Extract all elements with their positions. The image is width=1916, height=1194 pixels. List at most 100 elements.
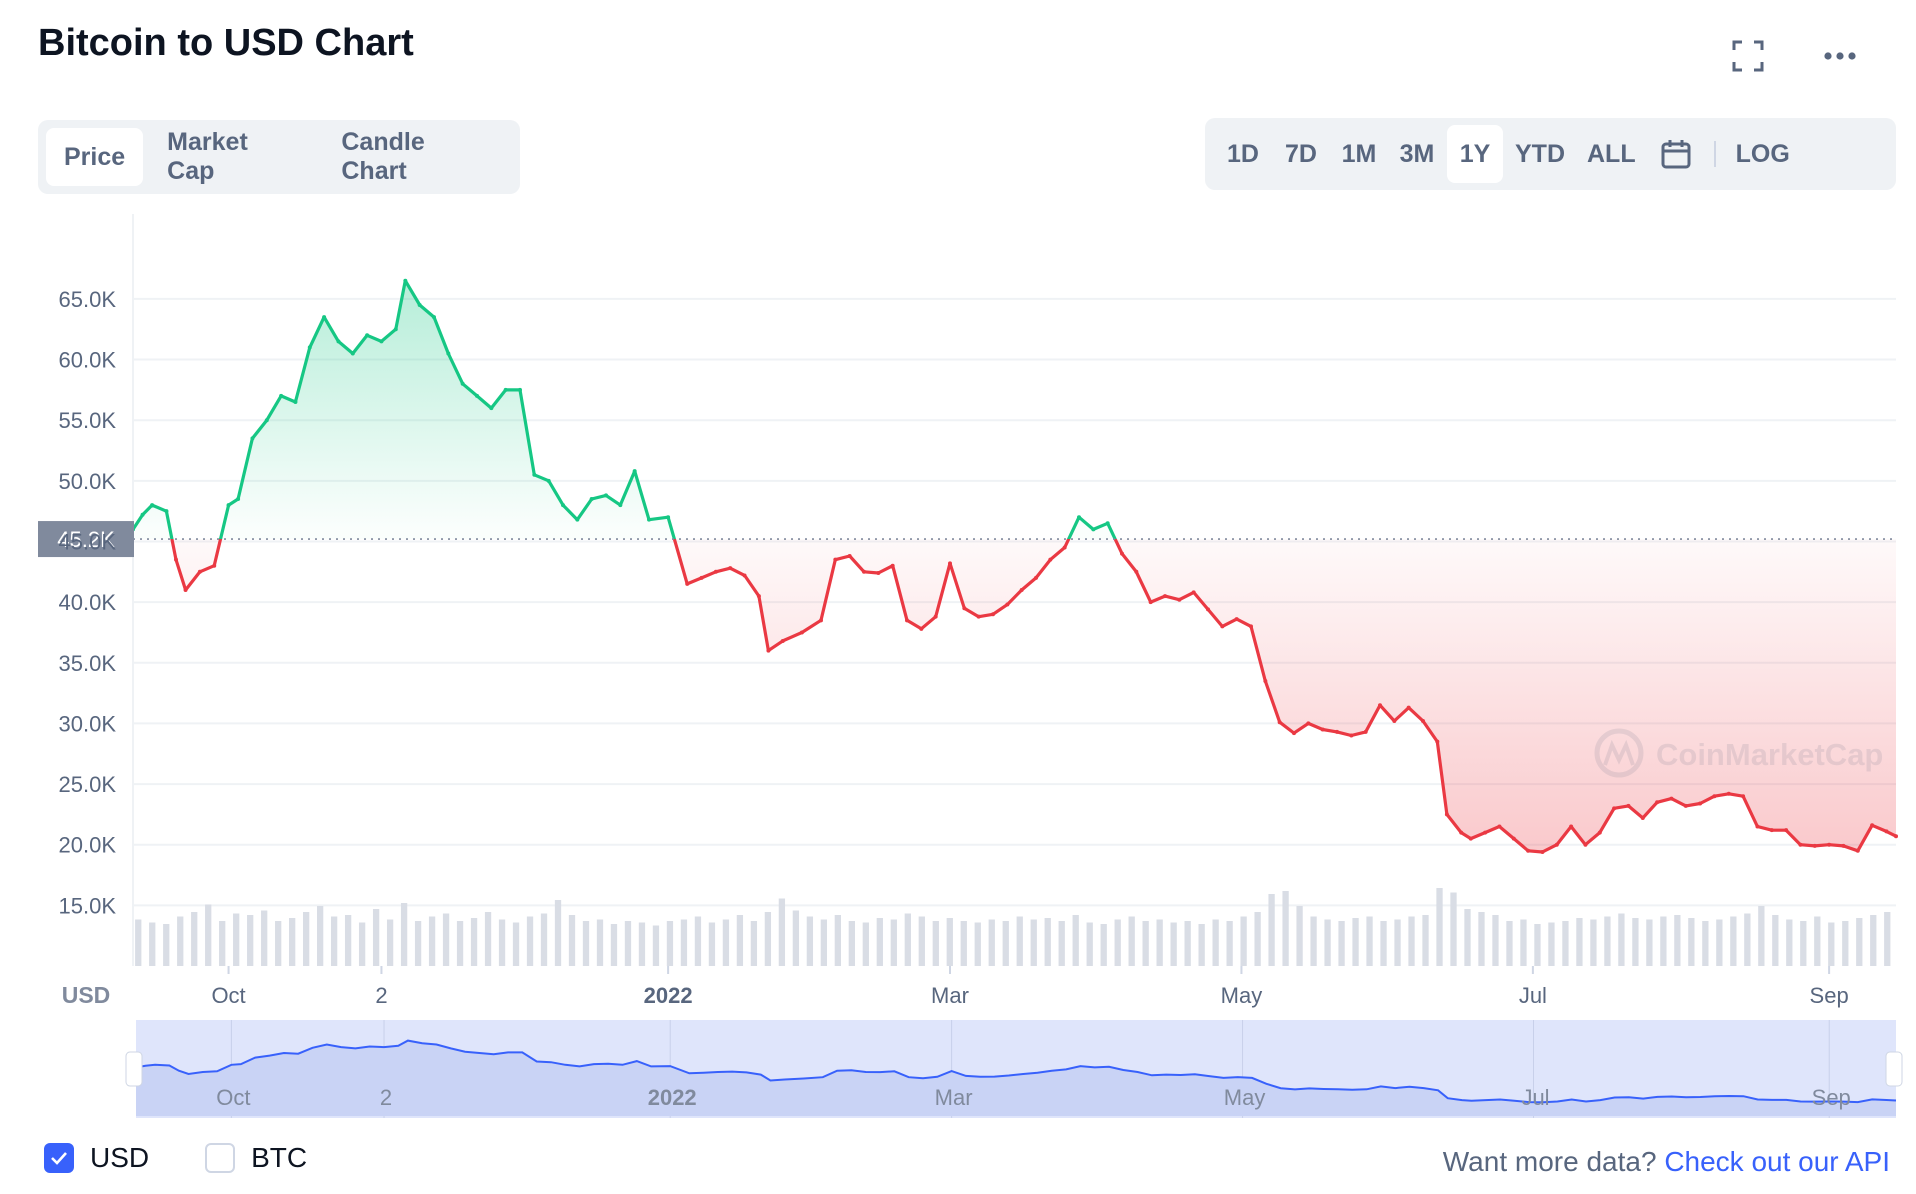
range-ytd[interactable]: YTD [1515,139,1565,168]
price-point [1263,678,1268,683]
volume-bar [1744,913,1751,966]
price-point [666,515,671,520]
price-point [1349,733,1354,738]
range-3m[interactable]: 3M [1399,139,1435,168]
range-navigator[interactable]: Oct 2 2022 Mar May Jul Sep [125,1020,1903,1118]
volume-bar [1492,915,1499,966]
range-all[interactable]: ALL [1587,139,1636,168]
volume-bar [456,921,464,966]
volume-bar [1618,913,1625,966]
price-point [1741,794,1746,799]
price-point [1511,836,1516,841]
price-point [183,588,188,592]
calendar-icon[interactable] [1648,125,1704,183]
price-point [1827,842,1832,847]
volume-bar [1128,916,1135,966]
price-point [1091,527,1096,532]
volume-bar [1030,919,1037,966]
price-point [1206,607,1210,612]
volume-bar [1436,888,1443,966]
price-point [365,333,370,338]
price-point [647,517,651,522]
volume-bar [484,912,492,966]
tab-candle-chart[interactable]: Candle Chart [341,128,425,185]
btc-label: BTC [251,1142,308,1173]
volume-bar [526,916,534,966]
more-icon[interactable] [1820,36,1860,76]
navigator-tick-label: Sep [1812,1085,1851,1110]
volume-bar [386,919,394,966]
price-point [532,472,537,477]
price-point [799,630,804,635]
volume-bar [414,921,422,966]
volume-bar [680,919,688,966]
navigator-handle-right[interactable] [1885,1051,1903,1087]
price-point [1784,828,1789,833]
price-point [393,327,398,332]
chart-toolbar [1728,36,1860,76]
price-point [279,393,284,398]
volume-bar [1100,924,1107,966]
usd-checkbox[interactable] [44,1143,74,1173]
price-point [948,561,952,566]
price-point [833,557,838,562]
volume-bar [1604,916,1611,966]
volume-bar [1506,921,1513,966]
tab-market-cap[interactable]: Market Cap [167,128,248,185]
fullscreen-icon[interactable] [1728,36,1768,76]
volume-bar [1716,919,1723,966]
price-point [322,315,327,320]
y-tick-label: 60.0K [59,348,117,373]
volume-bar [512,922,520,966]
price-point [1120,551,1124,556]
volume-bar [442,913,450,966]
price-point [379,339,384,344]
range-1d[interactable]: 1D [1227,139,1259,168]
range-1y[interactable]: 1Y [1447,125,1503,183]
price-point [1597,830,1602,835]
price-point [197,569,202,574]
volume-bar [1842,921,1849,966]
navigator-handle-left[interactable] [125,1051,143,1087]
price-point [264,418,269,423]
price-point [1077,515,1081,520]
price-point [403,278,408,283]
price-point [1406,705,1411,710]
price-point [1483,830,1488,835]
api-link[interactable]: Check out our API [1664,1146,1890,1177]
price-point [1569,824,1574,829]
price-point [1583,842,1588,847]
volume-bar [149,922,156,966]
price-chart[interactable]: 45.2K 15.0K 20.0K 25.0K 30.0K 35.0K 40.0K 45.0… [0,200,1916,1130]
price-point [1855,848,1860,853]
volume-bar [946,918,953,966]
price-point [250,436,255,441]
navigator-tick-label: Jul [1521,1085,1549,1110]
volume-bar [904,913,911,966]
range-7d[interactable]: 7D [1285,139,1317,168]
tab-price[interactable]: Price [46,128,144,186]
volume-bar [1814,916,1821,966]
x-tick-label: 2022 [644,983,693,1008]
log-scale-toggle[interactable]: LOG [1735,139,1790,168]
volume-bar [261,910,268,966]
volume-bar [1534,924,1541,966]
price-point [575,517,580,522]
volume-bar [974,922,981,966]
volume-bar [988,919,995,966]
volume-bar [652,925,660,966]
price-point [1870,823,1875,828]
price-point [446,351,451,356]
volume-bar [1772,915,1779,966]
volume-bar [1884,912,1891,966]
btc-checkbox[interactable] [205,1143,236,1173]
price-point [1698,801,1703,806]
volume-bar [1408,916,1415,966]
volume-bar [1380,921,1387,966]
volume-bar [1184,921,1191,966]
range-1m[interactable]: 1M [1341,139,1377,168]
price-point [164,509,169,514]
area-up [133,280,1116,540]
price-point [1798,842,1803,847]
volume-bar [764,912,772,966]
